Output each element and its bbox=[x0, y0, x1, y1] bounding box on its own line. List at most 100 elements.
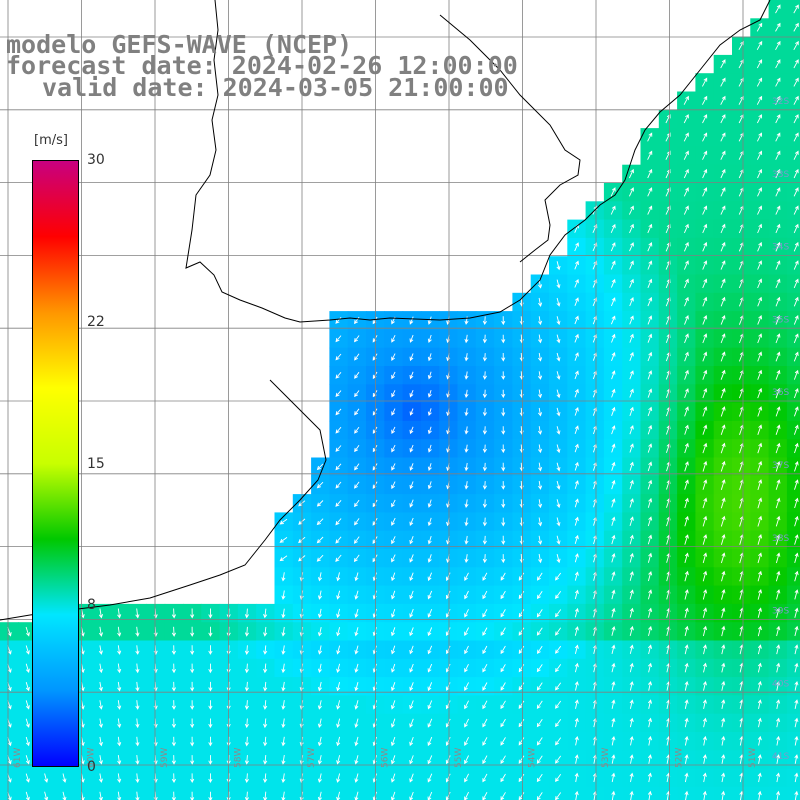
wind-arrow bbox=[702, 424, 708, 435]
wind-arrow bbox=[536, 590, 543, 600]
wind-arrow bbox=[501, 389, 506, 399]
wind-arrow bbox=[794, 790, 799, 800]
wind-arrow bbox=[336, 700, 341, 710]
wind-arrow bbox=[757, 607, 762, 618]
wind-arrow bbox=[647, 516, 653, 527]
wind-arrow bbox=[555, 609, 562, 618]
wind-arrow bbox=[756, 40, 763, 51]
wind-arrow bbox=[611, 552, 616, 563]
wind-arrow bbox=[190, 700, 195, 710]
wind-arrow bbox=[316, 463, 324, 471]
wind-arrow bbox=[574, 333, 579, 343]
wind-arrow bbox=[171, 645, 176, 655]
wind-arrow bbox=[757, 333, 763, 344]
grid-labels: 61W 60W 59W 58W 57W 56W 55W 54W 53W 52W 51W 32S 33S 3… bbox=[13, 97, 789, 768]
wind-arrow bbox=[190, 755, 195, 765]
wind-arrow bbox=[98, 791, 103, 800]
wind-arrow bbox=[720, 223, 726, 234]
wind-arrow bbox=[317, 572, 323, 582]
wind-arrow bbox=[98, 681, 103, 692]
wind-arrow bbox=[536, 664, 543, 673]
wind-arrow bbox=[629, 534, 634, 545]
wind-arrow bbox=[775, 77, 781, 87]
wind-arrow bbox=[776, 662, 781, 673]
wind-arrow bbox=[464, 664, 469, 673]
wind-arrow bbox=[757, 588, 763, 600]
wind-arrow bbox=[757, 790, 762, 800]
wind-cell bbox=[530, 786, 550, 800]
wind-cell bbox=[36, 786, 56, 800]
wind-arrow bbox=[574, 790, 579, 800]
wind-arrow bbox=[702, 150, 708, 160]
wind-arrow bbox=[720, 552, 726, 564]
wind-arrow bbox=[757, 168, 763, 179]
wind-arrow bbox=[317, 773, 322, 783]
wind-arrow bbox=[684, 315, 689, 325]
wind-cell bbox=[786, 73, 800, 93]
wind-arrow bbox=[684, 515, 689, 527]
wind-arrow bbox=[500, 682, 506, 691]
wind-cell bbox=[786, 695, 800, 715]
wind-arrow bbox=[684, 735, 689, 746]
wind-arrow bbox=[409, 481, 414, 490]
wind-arrow bbox=[482, 371, 487, 380]
wind-arrow bbox=[263, 773, 268, 784]
wind-arrow bbox=[263, 626, 268, 637]
wind-arrow bbox=[683, 260, 689, 270]
wind-arrow bbox=[611, 534, 616, 545]
wind-arrow bbox=[518, 609, 525, 618]
wind-arrow bbox=[556, 371, 561, 380]
wind-arrow bbox=[702, 699, 707, 709]
wind-arrow bbox=[647, 589, 653, 600]
wind-arrow bbox=[409, 426, 414, 435]
longitude-label: 55W bbox=[454, 748, 464, 768]
wind-arrow bbox=[171, 718, 176, 729]
wind-arrow bbox=[409, 627, 414, 637]
wind-arrow bbox=[500, 572, 506, 581]
wind-arrow bbox=[574, 480, 579, 490]
wind-arrow bbox=[518, 682, 525, 691]
longitude-label: 54W bbox=[528, 748, 538, 768]
wind-arrow bbox=[538, 553, 543, 564]
wind-arrow bbox=[721, 754, 726, 764]
wind-arrow bbox=[683, 168, 689, 179]
wind-arrow bbox=[135, 681, 140, 692]
wind-cell bbox=[786, 622, 800, 642]
wind-arrow bbox=[409, 353, 414, 362]
wind-arrow bbox=[684, 552, 689, 564]
wind-arrow bbox=[538, 462, 543, 472]
wind-arrow bbox=[354, 445, 360, 453]
wind-arrow bbox=[500, 645, 506, 655]
wind-arrow bbox=[354, 371, 360, 379]
wind-arrow bbox=[464, 700, 470, 710]
wind-arrow bbox=[610, 205, 616, 215]
wind-arrow bbox=[117, 626, 122, 637]
wind-arrow bbox=[775, 387, 781, 399]
longitude-label: 51W bbox=[748, 748, 758, 768]
wind-arrow bbox=[647, 735, 653, 746]
wind-arrow bbox=[482, 316, 487, 326]
wind-arrow bbox=[518, 737, 525, 746]
wind-arrow bbox=[336, 791, 341, 800]
wind-arrow bbox=[482, 517, 487, 527]
wind-arrow bbox=[25, 700, 30, 710]
wind-arrow bbox=[775, 369, 781, 380]
latitude-label: 34S bbox=[772, 243, 789, 253]
wind-arrow bbox=[354, 700, 359, 710]
wind-arrow bbox=[117, 773, 122, 784]
wind-arrow bbox=[354, 791, 359, 800]
wind-arrow bbox=[336, 773, 341, 783]
wind-arrow bbox=[354, 718, 359, 729]
wind-arrow bbox=[683, 114, 689, 124]
wind-arrow bbox=[281, 791, 286, 800]
wind-arrow bbox=[647, 132, 653, 142]
wind-arrow bbox=[117, 791, 122, 800]
wind-cell bbox=[494, 786, 513, 800]
wind-arrow bbox=[556, 297, 561, 307]
wind-arrow bbox=[794, 479, 799, 490]
wind-arrow bbox=[409, 499, 414, 508]
wind-arrow bbox=[427, 481, 432, 490]
wind-arrow bbox=[281, 645, 286, 655]
wind-arrow bbox=[281, 681, 286, 692]
wind-arrow bbox=[794, 772, 799, 783]
